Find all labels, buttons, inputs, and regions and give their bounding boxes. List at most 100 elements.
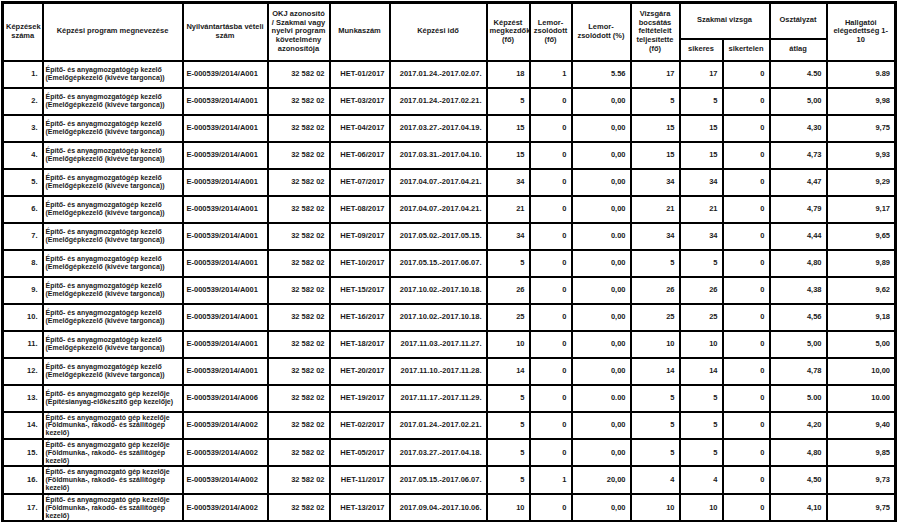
grade-average-cell: 4,79 [770, 196, 827, 223]
dropout-percent-cell: 0,00 [572, 142, 631, 169]
row-number: 4. [3, 142, 43, 169]
work-number-cell: HET-06/2017 [330, 142, 390, 169]
program-name-cell: Építő- és anyagmozgatógép kezelő (Emelőg… [43, 169, 183, 196]
satisfaction-cell: 9,65 [827, 223, 896, 250]
exam-successful-cell: 15 [680, 115, 723, 142]
program-name-cell: Építő- és anyagmozgatógép kezelő (Emelőg… [43, 115, 183, 142]
header-dropout-count: Lemor-zsolódott (fő) [530, 3, 572, 61]
satisfaction-cell: 9,89 [827, 250, 896, 277]
grade-average-cell: 4,80 [770, 250, 827, 277]
grade-average-cell: 4,80 [770, 439, 827, 466]
exam-eligible-cell: 25 [631, 304, 680, 331]
header-exam-successful: sikeres [680, 39, 723, 61]
satisfaction-cell: 9,75 [827, 494, 896, 522]
training-period-cell: 2017.05.02.-2017.05.15. [390, 223, 487, 250]
grade-average-cell: 4,73 [770, 142, 827, 169]
satisfaction-cell: 9,98 [827, 88, 896, 115]
row-number: 11. [3, 331, 43, 358]
work-number-cell: HET-19/2017 [330, 385, 390, 412]
registration-cell: E-000539/2014/A006 [183, 385, 268, 412]
program-name-cell: Építő- és anyagmozgatógép kezelő (Emelőg… [43, 358, 183, 385]
training-period-cell: 2017.03.31.-2017.04.10. [390, 142, 487, 169]
okj-id-cell: 32 582 02 [268, 223, 330, 250]
exam-successful-cell: 26 [680, 277, 723, 304]
training-period-cell: 2017.03.27.-2017.04.18. [390, 439, 487, 466]
satisfaction-cell: 10,00 [827, 358, 896, 385]
table-row: 9.Építő- és anyagmozgatógép kezelő (Emel… [3, 277, 896, 304]
grade-average-cell: 5.00 [770, 385, 827, 412]
okj-id-cell: 32 582 02 [268, 331, 330, 358]
table-row: 12.Építő- és anyagmozgatógép kezelő (Eme… [3, 358, 896, 385]
row-number: 7. [3, 223, 43, 250]
exam-unsuccessful-cell: 0 [723, 412, 770, 439]
satisfaction-cell: 9,73 [827, 466, 896, 493]
table-row: 15.Építő- és anyagmozgató gép kezelője (… [3, 439, 896, 466]
header-dropout-percent: Lemor-zsolódott (%) [572, 3, 631, 61]
work-number-cell: HET-08/2017 [330, 196, 390, 223]
table-row: 2.Építő- és anyagmozgatógép kezelő (Emel… [3, 88, 896, 115]
satisfaction-cell: 9,85 [827, 439, 896, 466]
header-started: Képzést megkezdők (fő) [487, 3, 530, 61]
started-cell: 10 [487, 494, 530, 522]
work-number-cell: HET-02/2017 [330, 412, 390, 439]
dropout-count-cell: 0 [530, 169, 572, 196]
satisfaction-cell: 9,40 [827, 412, 896, 439]
dropout-percent-cell: 0,00 [572, 358, 631, 385]
training-period-cell: 2017.04.07.-2017.04.21. [390, 196, 487, 223]
report-page: Képzések száma Képzési program megnevezé… [0, 0, 899, 522]
dropout-count-cell: 0 [530, 223, 572, 250]
dropout-count-cell: 0 [530, 115, 572, 142]
dropout-percent-cell: 0,00 [572, 169, 631, 196]
exam-successful-cell: 5 [680, 88, 723, 115]
table-row: 13.Építő- és anyagmozgató gép kezelője (… [3, 385, 896, 412]
exam-successful-cell: 34 [680, 169, 723, 196]
work-number-cell: HET-09/2017 [330, 223, 390, 250]
started-cell: 14 [487, 358, 530, 385]
grade-average-cell: 4,30 [770, 115, 827, 142]
row-number: 10. [3, 304, 43, 331]
satisfaction-cell: 10.00 [827, 385, 896, 412]
exam-successful-cell: 17 [680, 61, 723, 88]
program-name-cell: Építő- és anyagmozgató gép kezelője (Föl… [43, 439, 183, 466]
header-exam-unsuccessful: sikertelen [723, 39, 770, 61]
exam-eligible-cell: 15 [631, 115, 680, 142]
training-period-cell: 2017.05.15.-2017.06.07. [390, 466, 487, 493]
started-cell: 10 [487, 331, 530, 358]
exam-unsuccessful-cell: 0 [723, 223, 770, 250]
satisfaction-cell: 9.89 [827, 61, 896, 88]
satisfaction-cell: 9,93 [827, 142, 896, 169]
training-period-cell: 2017.01.24.-2017.02.21. [390, 88, 487, 115]
okj-id-cell: 32 582 02 [268, 61, 330, 88]
work-number-cell: HET-20/2017 [330, 358, 390, 385]
grade-average-cell: 4,20 [770, 412, 827, 439]
work-number-cell: HET-01/2017 [330, 61, 390, 88]
dropout-percent-cell: 5.56 [572, 61, 631, 88]
row-number: 13. [3, 385, 43, 412]
training-period-cell: 2017.11.17.-2017.11.29. [390, 385, 487, 412]
exam-successful-cell: 4 [680, 466, 723, 493]
satisfaction-cell: 9,29 [827, 169, 896, 196]
work-number-cell: HET-18/2017 [330, 331, 390, 358]
exam-eligible-cell: 5 [631, 412, 680, 439]
okj-id-cell: 32 582 02 [268, 169, 330, 196]
exam-unsuccessful-cell: 0 [723, 250, 770, 277]
satisfaction-cell: 9,75 [827, 115, 896, 142]
registration-cell: E-000539/2014/A002 [183, 439, 268, 466]
header-program-name: Képzési program megnevezése [43, 3, 183, 61]
exam-successful-cell: 5 [680, 385, 723, 412]
header-work-number: Munkaszám [330, 3, 390, 61]
dropout-count-cell: 0 [530, 358, 572, 385]
okj-id-cell: 32 582 02 [268, 494, 330, 522]
exam-successful-cell: 21 [680, 196, 723, 223]
dropout-percent-cell: 0,00 [572, 277, 631, 304]
okj-id-cell: 32 582 02 [268, 439, 330, 466]
program-name-cell: Építő- és anyagmozgatógép kezelő (Emelőg… [43, 331, 183, 358]
table-row: 10.Építő- és anyagmozgatógép kezelő (Eme… [3, 304, 896, 331]
header-trainings-number: Képzések száma [3, 3, 43, 61]
training-results-table: Képzések száma Képzési program megnevezé… [1, 1, 897, 522]
program-name-cell: Építő- és anyagmozgató gép kezelője (Föl… [43, 412, 183, 439]
header-exam-eligible: Vizsgára bocsátás feltételeit teljesítet… [631, 3, 680, 61]
exam-eligible-cell: 10 [631, 331, 680, 358]
work-number-cell: HET-10/2017 [330, 250, 390, 277]
dropout-count-cell: 0 [530, 385, 572, 412]
